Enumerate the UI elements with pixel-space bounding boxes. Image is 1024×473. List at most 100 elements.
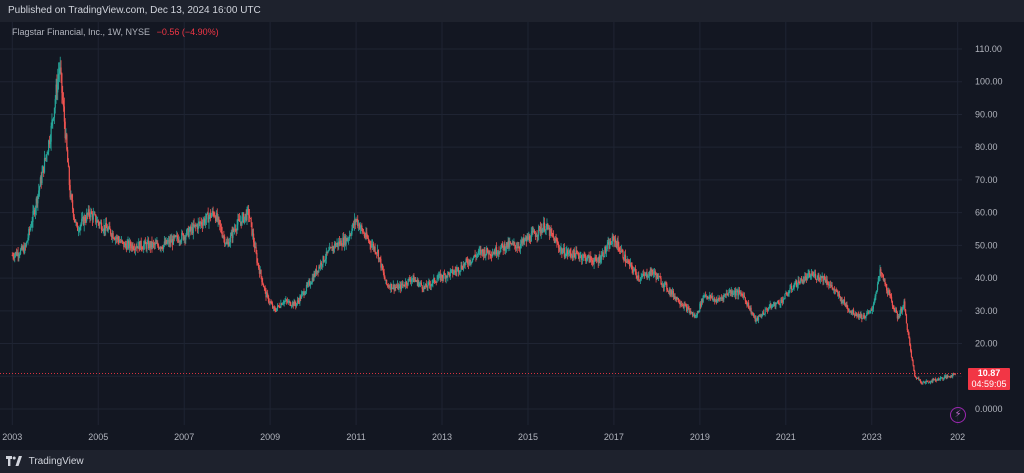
candle-body bbox=[498, 251, 500, 253]
candle-body bbox=[152, 242, 154, 248]
candle-body bbox=[380, 258, 382, 268]
candle-body bbox=[867, 312, 869, 314]
candle-body bbox=[730, 290, 732, 293]
candle-body bbox=[75, 222, 77, 224]
candle-body bbox=[685, 304, 687, 306]
candle-body bbox=[664, 282, 666, 284]
candle-body bbox=[924, 382, 927, 383]
candle-body bbox=[905, 314, 908, 324]
candle-body bbox=[69, 185, 71, 198]
candle-body bbox=[609, 241, 611, 249]
candle-body bbox=[667, 289, 669, 292]
candle-body bbox=[357, 219, 359, 226]
candle-body bbox=[147, 241, 149, 243]
candle-body bbox=[140, 240, 142, 248]
candle-body bbox=[242, 213, 244, 217]
candle-body bbox=[11, 255, 13, 256]
candle-body bbox=[210, 213, 212, 218]
candle-body bbox=[884, 279, 886, 285]
candle-body bbox=[481, 249, 484, 252]
candle-body bbox=[319, 266, 321, 268]
symbol-legend[interactable]: Flagstar Financial, Inc., 1W, NYSE −0.56… bbox=[12, 27, 219, 37]
candle-body bbox=[24, 245, 26, 254]
candle-body bbox=[457, 267, 460, 273]
candle-body bbox=[304, 293, 306, 296]
candle-body bbox=[19, 254, 21, 256]
candle-body bbox=[227, 242, 229, 245]
candle-body bbox=[764, 309, 766, 315]
candle-body bbox=[95, 214, 97, 223]
candle-body bbox=[382, 269, 384, 273]
candle-body bbox=[530, 233, 532, 242]
candle-body bbox=[684, 304, 686, 306]
candle-body bbox=[550, 228, 552, 233]
candle-body bbox=[209, 213, 211, 217]
candle-body bbox=[323, 256, 325, 262]
candle-body bbox=[759, 315, 761, 317]
candle-body bbox=[58, 68, 61, 74]
candle-body bbox=[98, 222, 100, 226]
candle-body bbox=[162, 248, 164, 250]
candle-body bbox=[245, 213, 247, 221]
tradingview-logo-icon bbox=[6, 456, 22, 467]
candle-body bbox=[720, 297, 722, 299]
candle-body bbox=[472, 258, 474, 262]
candle-body bbox=[673, 296, 675, 297]
price-chart[interactable]: 110.00 100.00 90.00 80.00 70.00 60.00 50.00 40.… bbox=[0, 22, 1024, 450]
candle-body bbox=[833, 289, 835, 291]
candle-body bbox=[951, 375, 953, 377]
candle-body bbox=[778, 302, 780, 305]
candle-body bbox=[944, 375, 946, 377]
candle-body bbox=[365, 232, 367, 238]
candle-body bbox=[173, 235, 175, 238]
candle-body bbox=[314, 269, 317, 276]
candle-body bbox=[261, 276, 263, 283]
candle-body bbox=[509, 242, 511, 247]
candle-body bbox=[651, 268, 653, 272]
candle-body bbox=[928, 381, 930, 383]
candle-body bbox=[648, 276, 650, 278]
candle-body bbox=[784, 293, 786, 299]
candle-body bbox=[248, 209, 250, 216]
candle-body bbox=[897, 316, 899, 319]
candle-body bbox=[205, 219, 207, 224]
candle-body bbox=[133, 249, 135, 250]
candle-body bbox=[175, 235, 177, 237]
candle-body bbox=[433, 277, 436, 283]
candle-body bbox=[686, 307, 689, 312]
candle-body bbox=[876, 290, 878, 294]
candle-body bbox=[798, 280, 800, 284]
candle-body bbox=[867, 312, 870, 314]
candle-body bbox=[507, 240, 509, 248]
candle-body bbox=[912, 360, 914, 366]
candle-body bbox=[233, 229, 236, 231]
candle-body bbox=[367, 238, 370, 241]
candle-body bbox=[328, 250, 330, 252]
candle-body bbox=[493, 252, 495, 254]
candle-body bbox=[512, 242, 514, 244]
candle-body bbox=[448, 272, 450, 273]
time-tick-label: 2015 bbox=[518, 432, 538, 442]
candle-body bbox=[15, 252, 18, 256]
candle-body bbox=[55, 84, 57, 100]
candle-body bbox=[750, 307, 752, 314]
time-axis[interactable]: 2003 2005 2007 2009 2011 2013 2015 2017 2019 2021… bbox=[2, 432, 965, 442]
candle-body bbox=[937, 378, 939, 380]
candle-body bbox=[90, 211, 92, 218]
candle-body bbox=[548, 228, 551, 236]
candle-body bbox=[355, 219, 357, 223]
lightning-bolt-icon[interactable]: ⚡ bbox=[950, 407, 966, 423]
candle-body bbox=[706, 295, 708, 298]
candle-body bbox=[614, 239, 616, 242]
candle-body bbox=[110, 234, 113, 237]
candle-body bbox=[38, 190, 40, 195]
candle-body bbox=[729, 289, 731, 293]
candle-body bbox=[302, 291, 304, 293]
candle-body bbox=[519, 244, 522, 249]
candle-body bbox=[455, 271, 457, 273]
candle-body bbox=[24, 245, 27, 247]
price-axis[interactable]: 110.00 100.00 90.00 80.00 70.00 60.00 50.00 40.… bbox=[975, 44, 1003, 414]
candle-body bbox=[157, 245, 160, 249]
candle-body bbox=[779, 304, 781, 306]
candle-body bbox=[284, 300, 286, 302]
